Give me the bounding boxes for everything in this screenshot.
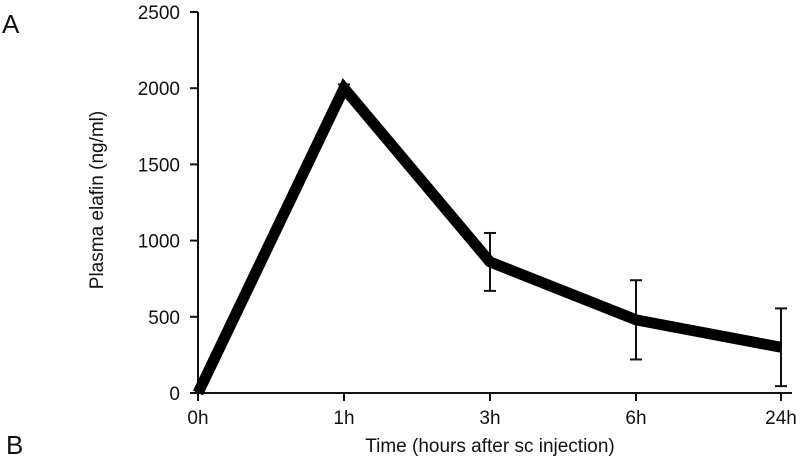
panel-label-b: B <box>6 430 23 460</box>
x-tick-label: 6h <box>625 408 646 429</box>
x-tick-label: 0h <box>187 408 208 429</box>
x-axis-ticks: 0h 1h 3h 6h 24h <box>187 393 797 429</box>
x-tick-label: 24h <box>765 408 797 429</box>
y-tick-label: 1500 <box>138 155 180 176</box>
y-axis-ticks: 0 500 1000 1500 2000 2500 <box>138 3 198 405</box>
y-tick-label: 0 <box>169 384 180 405</box>
panel-label-a: A <box>2 9 20 39</box>
y-tick-label: 2500 <box>138 3 180 24</box>
y-tick-label: 1000 <box>138 232 180 253</box>
x-tick-label: 3h <box>479 408 500 429</box>
y-axis-title: Plasma elafin (ng/ml) <box>87 111 108 289</box>
y-tick-label: 500 <box>148 308 180 329</box>
y-tick-label: 2000 <box>138 79 180 100</box>
x-tick-label: 1h <box>333 408 354 429</box>
x-axis-title: Time (hours after sc injection) <box>365 436 615 457</box>
series-line <box>193 78 783 396</box>
